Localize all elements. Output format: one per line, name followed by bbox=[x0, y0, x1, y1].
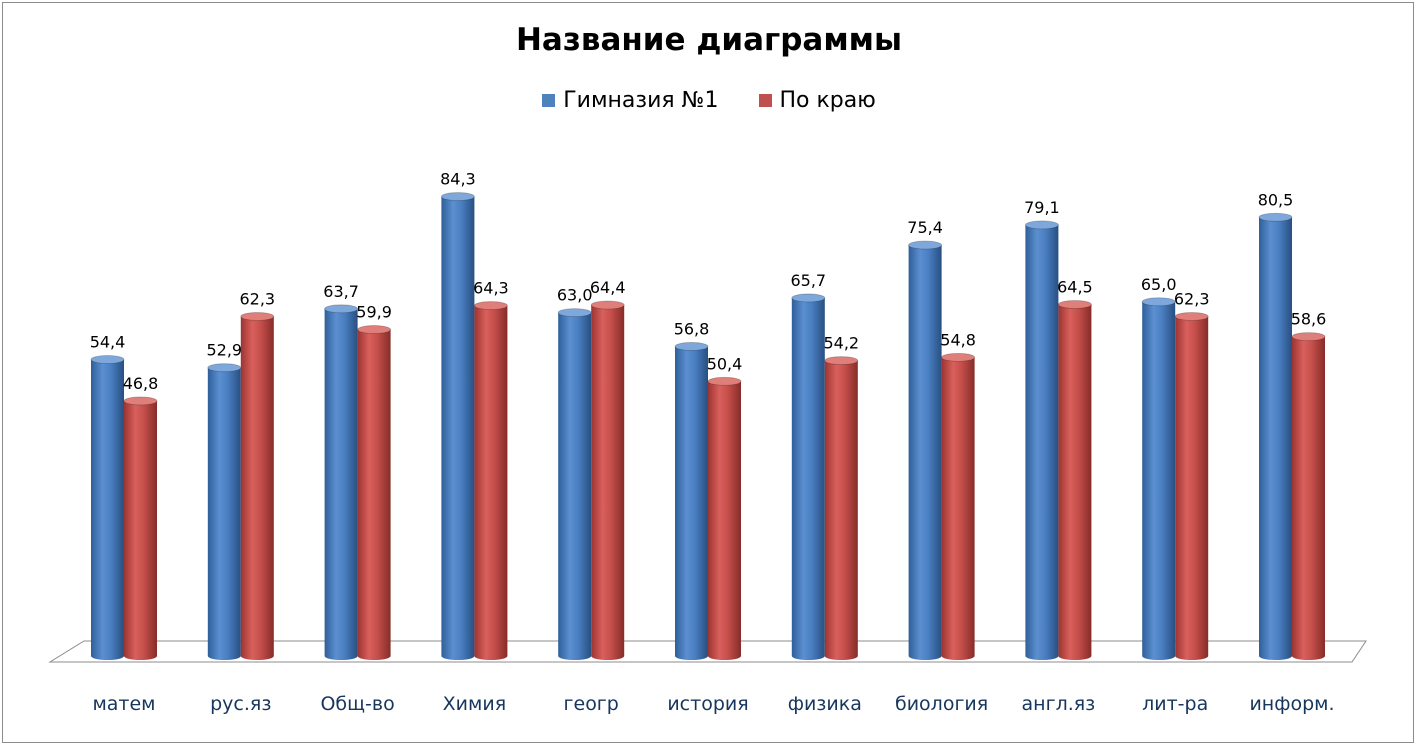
data-label-region-11: 58,6 bbox=[1291, 310, 1327, 329]
data-label-gymnasium-6: 56,8 bbox=[674, 319, 710, 338]
bar-gymnasium-7 bbox=[791, 293, 826, 660]
legend-label-series-2: По краю bbox=[779, 88, 876, 113]
bar-region-6 bbox=[707, 376, 742, 660]
category-label-7: физика bbox=[788, 693, 862, 715]
data-label-region-2: 62,3 bbox=[239, 289, 275, 308]
bar-region-8 bbox=[941, 352, 975, 660]
chart-title: Название диаграммы bbox=[515, 22, 903, 58]
category-label-8: биология bbox=[895, 693, 988, 715]
bar-gymnasium-6 bbox=[674, 342, 709, 660]
data-label-gymnasium-1: 54,4 bbox=[90, 333, 126, 352]
bar-gymnasium-1 bbox=[90, 355, 125, 660]
bar-gymnasium-2 bbox=[207, 363, 242, 660]
data-label-region-5: 64,4 bbox=[590, 278, 626, 297]
chart-legend: Гимназия №1 По краю bbox=[0, 88, 1418, 113]
data-label-region-7: 54,2 bbox=[823, 334, 859, 353]
bar-gymnasium-10 bbox=[1141, 297, 1176, 660]
bar-region-11 bbox=[1291, 332, 1326, 660]
legend-swatch-series-2 bbox=[758, 94, 772, 107]
data-label-region-1: 46,8 bbox=[123, 374, 159, 393]
data-label-gymnasium-8: 75,4 bbox=[907, 218, 943, 237]
bar-region-7 bbox=[824, 356, 859, 660]
category-label-10: лит-ра bbox=[1142, 693, 1208, 715]
legend-label-series-1: Гимназия №1 bbox=[563, 88, 719, 113]
category-label-5: геогр bbox=[564, 693, 619, 715]
bar-gymnasium-8 bbox=[908, 240, 942, 660]
bar-region-4 bbox=[473, 301, 508, 660]
data-label-gymnasium-7: 65,7 bbox=[790, 271, 826, 290]
data-label-gymnasium-2: 52,9 bbox=[206, 341, 242, 360]
category-label-1: матем bbox=[92, 693, 155, 715]
category-label-4: Химия bbox=[443, 693, 506, 715]
bar-region-10 bbox=[1174, 312, 1209, 660]
category-label-2: рус.яз bbox=[210, 693, 271, 715]
bar-region-1 bbox=[123, 396, 158, 660]
bar-gymnasium-11 bbox=[1258, 212, 1293, 660]
bar-region-5 bbox=[590, 300, 625, 660]
bar-gymnasium-9 bbox=[1025, 220, 1059, 660]
bar-gymnasium-3 bbox=[324, 304, 359, 660]
category-label-6: история bbox=[667, 693, 748, 715]
data-label-gymnasium-3: 63,7 bbox=[323, 282, 359, 301]
data-label-region-9: 64,5 bbox=[1057, 277, 1093, 296]
data-label-region-4: 64,3 bbox=[473, 279, 509, 298]
data-label-region-3: 59,9 bbox=[356, 303, 392, 322]
data-label-gymnasium-10: 65,0 bbox=[1141, 275, 1177, 294]
data-label-gymnasium-5: 63,0 bbox=[557, 286, 593, 305]
legend-item-series-1: Гимназия №1 bbox=[542, 88, 719, 113]
bar-gymnasium-4 bbox=[440, 192, 475, 660]
data-label-gymnasium-4: 84,3 bbox=[440, 170, 476, 189]
bar-gymnasium-5 bbox=[557, 308, 592, 660]
category-label-3: Общ-во bbox=[320, 693, 394, 715]
data-label-gymnasium-9: 79,1 bbox=[1024, 198, 1060, 217]
category-label-9: англ.яз bbox=[1022, 693, 1096, 715]
data-label-region-10: 62,3 bbox=[1174, 289, 1210, 308]
data-label-region-6: 50,4 bbox=[707, 354, 743, 373]
legend-swatch-series-1 bbox=[542, 94, 556, 107]
bar-region-3 bbox=[357, 325, 392, 660]
legend-item-series-2: По краю bbox=[758, 88, 876, 113]
bar-region-9 bbox=[1058, 300, 1092, 660]
category-label-11: информ. bbox=[1249, 693, 1334, 715]
data-label-region-8: 54,8 bbox=[940, 330, 976, 349]
data-label-gymnasium-11: 80,5 bbox=[1258, 190, 1294, 209]
bar-region-2 bbox=[240, 312, 275, 660]
